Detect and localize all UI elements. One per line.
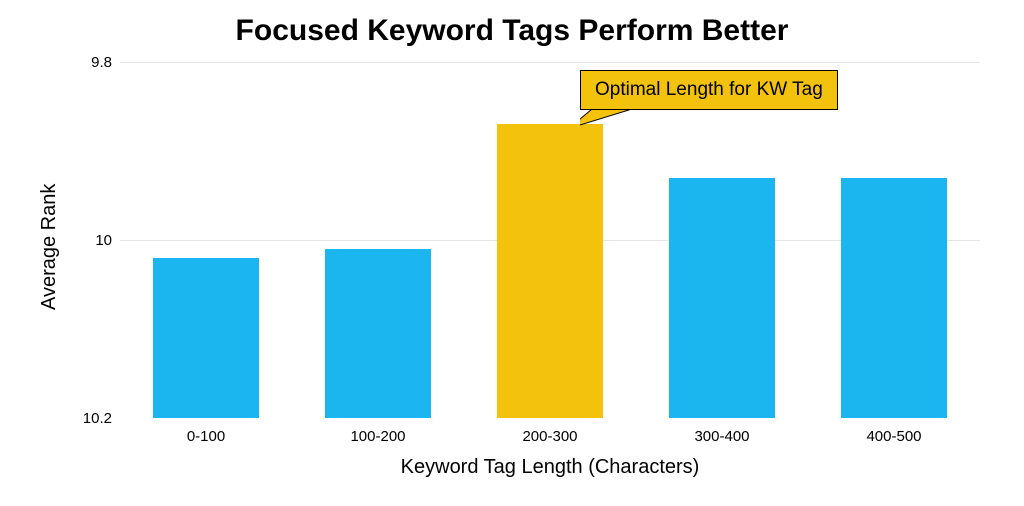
x-tick-label: 300-400 <box>636 428 808 445</box>
y-tick-label: 10 <box>62 232 112 249</box>
x-tick-label: 0-100 <box>120 428 292 445</box>
bar <box>669 178 776 418</box>
x-tick-label: 400-500 <box>808 428 980 445</box>
y-tick-label: 9.8 <box>62 54 112 71</box>
bar <box>325 249 432 418</box>
callout-annotation: Optimal Length for KW Tag <box>580 70 838 110</box>
plot-area <box>120 62 980 418</box>
bar <box>153 258 260 418</box>
y-axis-label: Average Rank <box>38 184 61 310</box>
y-tick-label: 10.2 <box>62 410 112 427</box>
bar <box>841 178 948 418</box>
chart-container: Focused Keyword Tags Perform Better Aver… <box>0 0 1024 506</box>
x-tick-label: 200-300 <box>464 428 636 445</box>
gridline <box>120 62 980 63</box>
chart-title: Focused Keyword Tags Perform Better <box>0 14 1024 48</box>
bar <box>497 124 604 418</box>
x-axis-label: Keyword Tag Length (Characters) <box>120 456 980 479</box>
callout-text: Optimal Length for KW Tag <box>595 79 823 100</box>
x-tick-label: 100-200 <box>292 428 464 445</box>
